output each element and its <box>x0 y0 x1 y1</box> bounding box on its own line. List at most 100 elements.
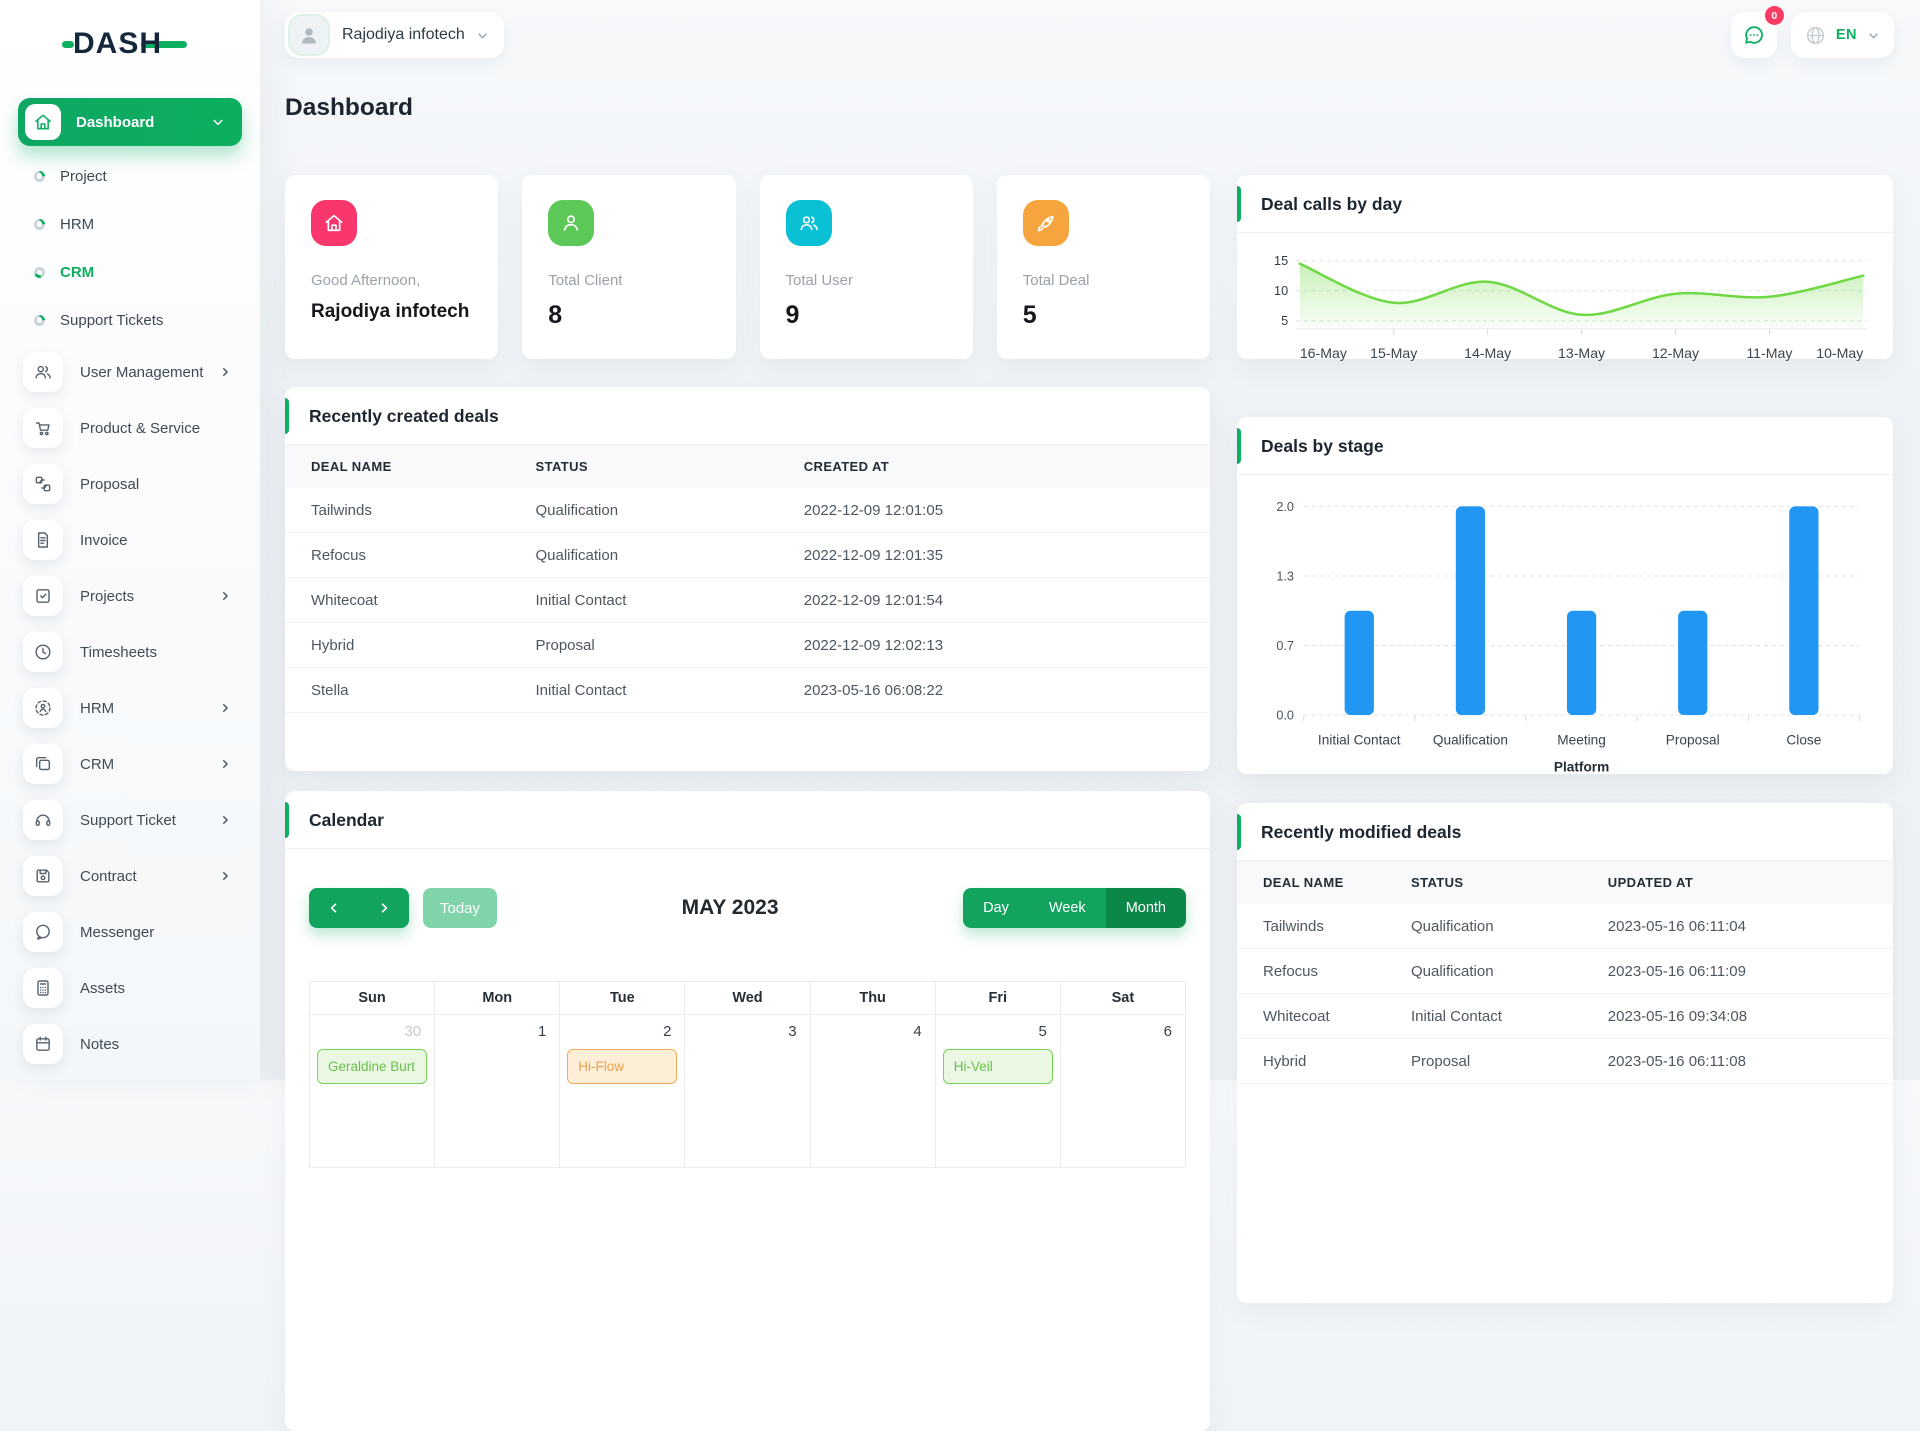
sidebar-item-label: Messenger <box>80 923 155 941</box>
table-header-row: DEAL NAME STATUS UPDATED AT <box>1237 861 1893 904</box>
sidebar-subitem-project[interactable]: Project <box>0 152 260 200</box>
next-button[interactable] <box>359 888 409 928</box>
sidebar-subitem-label: HRM <box>60 215 95 233</box>
table-cell: Tailwinds <box>1237 904 1401 949</box>
sidebar-item-label: Dashboard <box>76 113 155 131</box>
day-number: 30 <box>404 1023 422 1040</box>
sidebar-subitem-label: Support Tickets <box>60 311 164 329</box>
sidebar-item-label: HRM <box>80 699 115 717</box>
stat-value: 9 <box>785 301 800 329</box>
day-cell-30[interactable]: 30 Geraldine Burt <box>308 1014 436 1168</box>
bullet-icon <box>32 264 47 280</box>
calendar-header-row: Sun Mon Tue Wed Thu Fri Sat <box>308 981 1187 1015</box>
calendar-grid: Sun Mon Tue Wed Thu Fri Sat 30 Geraldine Burt 1 2 H… <box>308 981 1187 1168</box>
messages-button[interactable]: 0 <box>1730 6 1784 58</box>
sidebar-item-timesheets[interactable]: Timesheets <box>0 624 260 680</box>
sidebar-item-dashboard[interactable]: Dashboard <box>18 98 242 146</box>
day-cell-5[interactable]: 5 Hi-Veil <box>934 1014 1061 1168</box>
calendar-event[interactable]: Hi-Flow <box>567 1049 678 1084</box>
table-cell: Qualification <box>525 532 794 578</box>
bar-meeting <box>1566 610 1597 716</box>
day-header: Mon <box>434 981 561 1015</box>
calendar-event[interactable]: Hi-Veil <box>942 1049 1053 1084</box>
sidebar-item-messenger[interactable]: Messenger <box>0 904 260 960</box>
sidebar-item-user-management[interactable]: User Management <box>0 344 260 400</box>
day-number: 5 <box>1038 1023 1047 1040</box>
sidebar-item-projects[interactable]: Projects <box>0 568 260 624</box>
bar-qualification <box>1455 506 1486 716</box>
notification-badge: 0 <box>1764 6 1784 25</box>
sidebar-item-contract[interactable]: Contract <box>0 848 260 904</box>
day-cell-3[interactable]: 3 <box>684 1014 811 1168</box>
hrm-icon <box>23 688 63 728</box>
view-week-button[interactable]: Week <box>1028 888 1106 928</box>
svg-text:0.0: 0.0 <box>1276 708 1294 722</box>
sidebar-item-hrm[interactable]: HRM <box>0 680 260 736</box>
svg-text:0.7: 0.7 <box>1276 639 1294 653</box>
language-selector[interactable]: EN <box>1790 12 1894 58</box>
headset-icon <box>23 800 63 840</box>
brand-logo[interactable]: DASH <box>62 24 260 64</box>
chevron-right-icon <box>218 701 232 715</box>
day-number: 2 <box>663 1023 672 1040</box>
svg-text:Proposal: Proposal <box>1666 732 1720 747</box>
sidebar-subitem-hrm[interactable]: HRM <box>0 200 260 248</box>
svg-text:Platform: Platform <box>1554 760 1609 775</box>
page-title: Dashboard <box>285 94 413 121</box>
section-title: Recently created deals <box>285 387 1210 445</box>
table-header-row: DEAL NAME STATUS CREATED AT <box>285 445 1210 488</box>
deal-calls-chart: 5 10 15 16-May 15-May 14-May 13-May 12-May 11-Ma… <box>1237 233 1893 364</box>
recently-modified-deals-card: Recently modified deals DEAL NAME STATUS U… <box>1237 803 1893 1303</box>
stat-value: Rajodiya infotech <box>311 301 470 322</box>
table-header-cell: UPDATED AT <box>1597 861 1893 904</box>
language-label: EN <box>1835 27 1857 43</box>
sidebar-item-proposal[interactable]: Proposal <box>0 456 260 512</box>
brand-accent-dot <box>62 40 74 48</box>
chevron-right-icon <box>218 813 232 827</box>
calendar-event[interactable]: Geraldine Burt <box>317 1049 428 1084</box>
svg-text:Meeting: Meeting <box>1557 732 1606 747</box>
view-month-button[interactable]: Month <box>1105 888 1186 928</box>
table-cell: Proposal <box>1401 1038 1598 1084</box>
top-header: Rajodiya infotech 0 EN <box>285 6 1894 58</box>
day-header: Sat <box>1059 981 1187 1015</box>
cart-icon <box>23 408 63 448</box>
calendar-table: Sun Mon Tue Wed Thu Fri Sat 30 Geraldine Burt 1 2 H… <box>308 981 1187 1168</box>
recently-created-deals-table: DEAL NAME STATUS CREATED AT Tailwinds Qualif… <box>285 445 1210 713</box>
table-row: Hybrid Proposal 2023-05-16 06:11:08 <box>1237 1038 1893 1084</box>
prev-button[interactable] <box>309 888 359 928</box>
view-day-button[interactable]: Day <box>963 888 1029 928</box>
svg-text:Close: Close <box>1786 732 1821 747</box>
company-selector[interactable]: Rajodiya infotech <box>285 12 504 58</box>
sidebar-item-label: CRM <box>80 755 115 773</box>
day-cell-1[interactable]: 1 <box>434 1014 561 1168</box>
sidebar-item-product-service[interactable]: Product & Service <box>0 400 260 456</box>
svg-text:16-May: 16-May <box>1300 345 1348 361</box>
sidebar-item-assets[interactable]: Assets <box>0 960 260 1016</box>
svg-text:14-May: 14-May <box>1464 345 1512 361</box>
table-cell: 2023-05-16 06:11:08 <box>1597 1038 1893 1084</box>
day-cell-6[interactable]: 6 <box>1059 1014 1187 1168</box>
calendar-month-label: MAY 2023 <box>681 896 779 919</box>
sidebar-subitem-label: Project <box>60 167 107 185</box>
proposal-icon <box>23 464 63 504</box>
stat-card-good-afternoon: Good Afternoon, Rajodiya infotech <box>285 175 499 359</box>
calendar-week-row: 30 Geraldine Burt 1 2 Hi-Flow 3 4 5 Hi-Veil 6 <box>308 1014 1187 1168</box>
sidebar-subitem-crm[interactable]: CRM <box>0 248 260 296</box>
day-cell-2[interactable]: 2 Hi-Flow <box>559 1014 686 1168</box>
svg-text:10: 10 <box>1274 284 1288 298</box>
table-cell: 2022-12-09 12:01:54 <box>793 577 1210 623</box>
day-cell-4[interactable]: 4 <box>809 1014 936 1168</box>
svg-text:2.0: 2.0 <box>1276 500 1294 514</box>
sidebar-subitem-support-tickets[interactable]: Support Tickets <box>0 296 260 344</box>
today-button[interactable]: Today <box>423 888 498 928</box>
sidebar-item-crm[interactable]: CRM <box>0 736 260 792</box>
table-row: Refocus Qualification 2023-05-16 06:11:09 <box>1237 948 1893 994</box>
sidebar-item-support-ticket[interactable]: Support Ticket <box>0 792 260 848</box>
day-number: 4 <box>913 1023 922 1040</box>
svg-text:10-May: 10-May <box>1816 345 1864 361</box>
sidebar-item-notes[interactable]: Notes <box>0 1016 260 1072</box>
sidebar-menu: User Management Product & Service Proposal… <box>0 344 260 1072</box>
rocket-icon <box>1022 200 1069 246</box>
sidebar-item-invoice[interactable]: Invoice <box>0 512 260 568</box>
